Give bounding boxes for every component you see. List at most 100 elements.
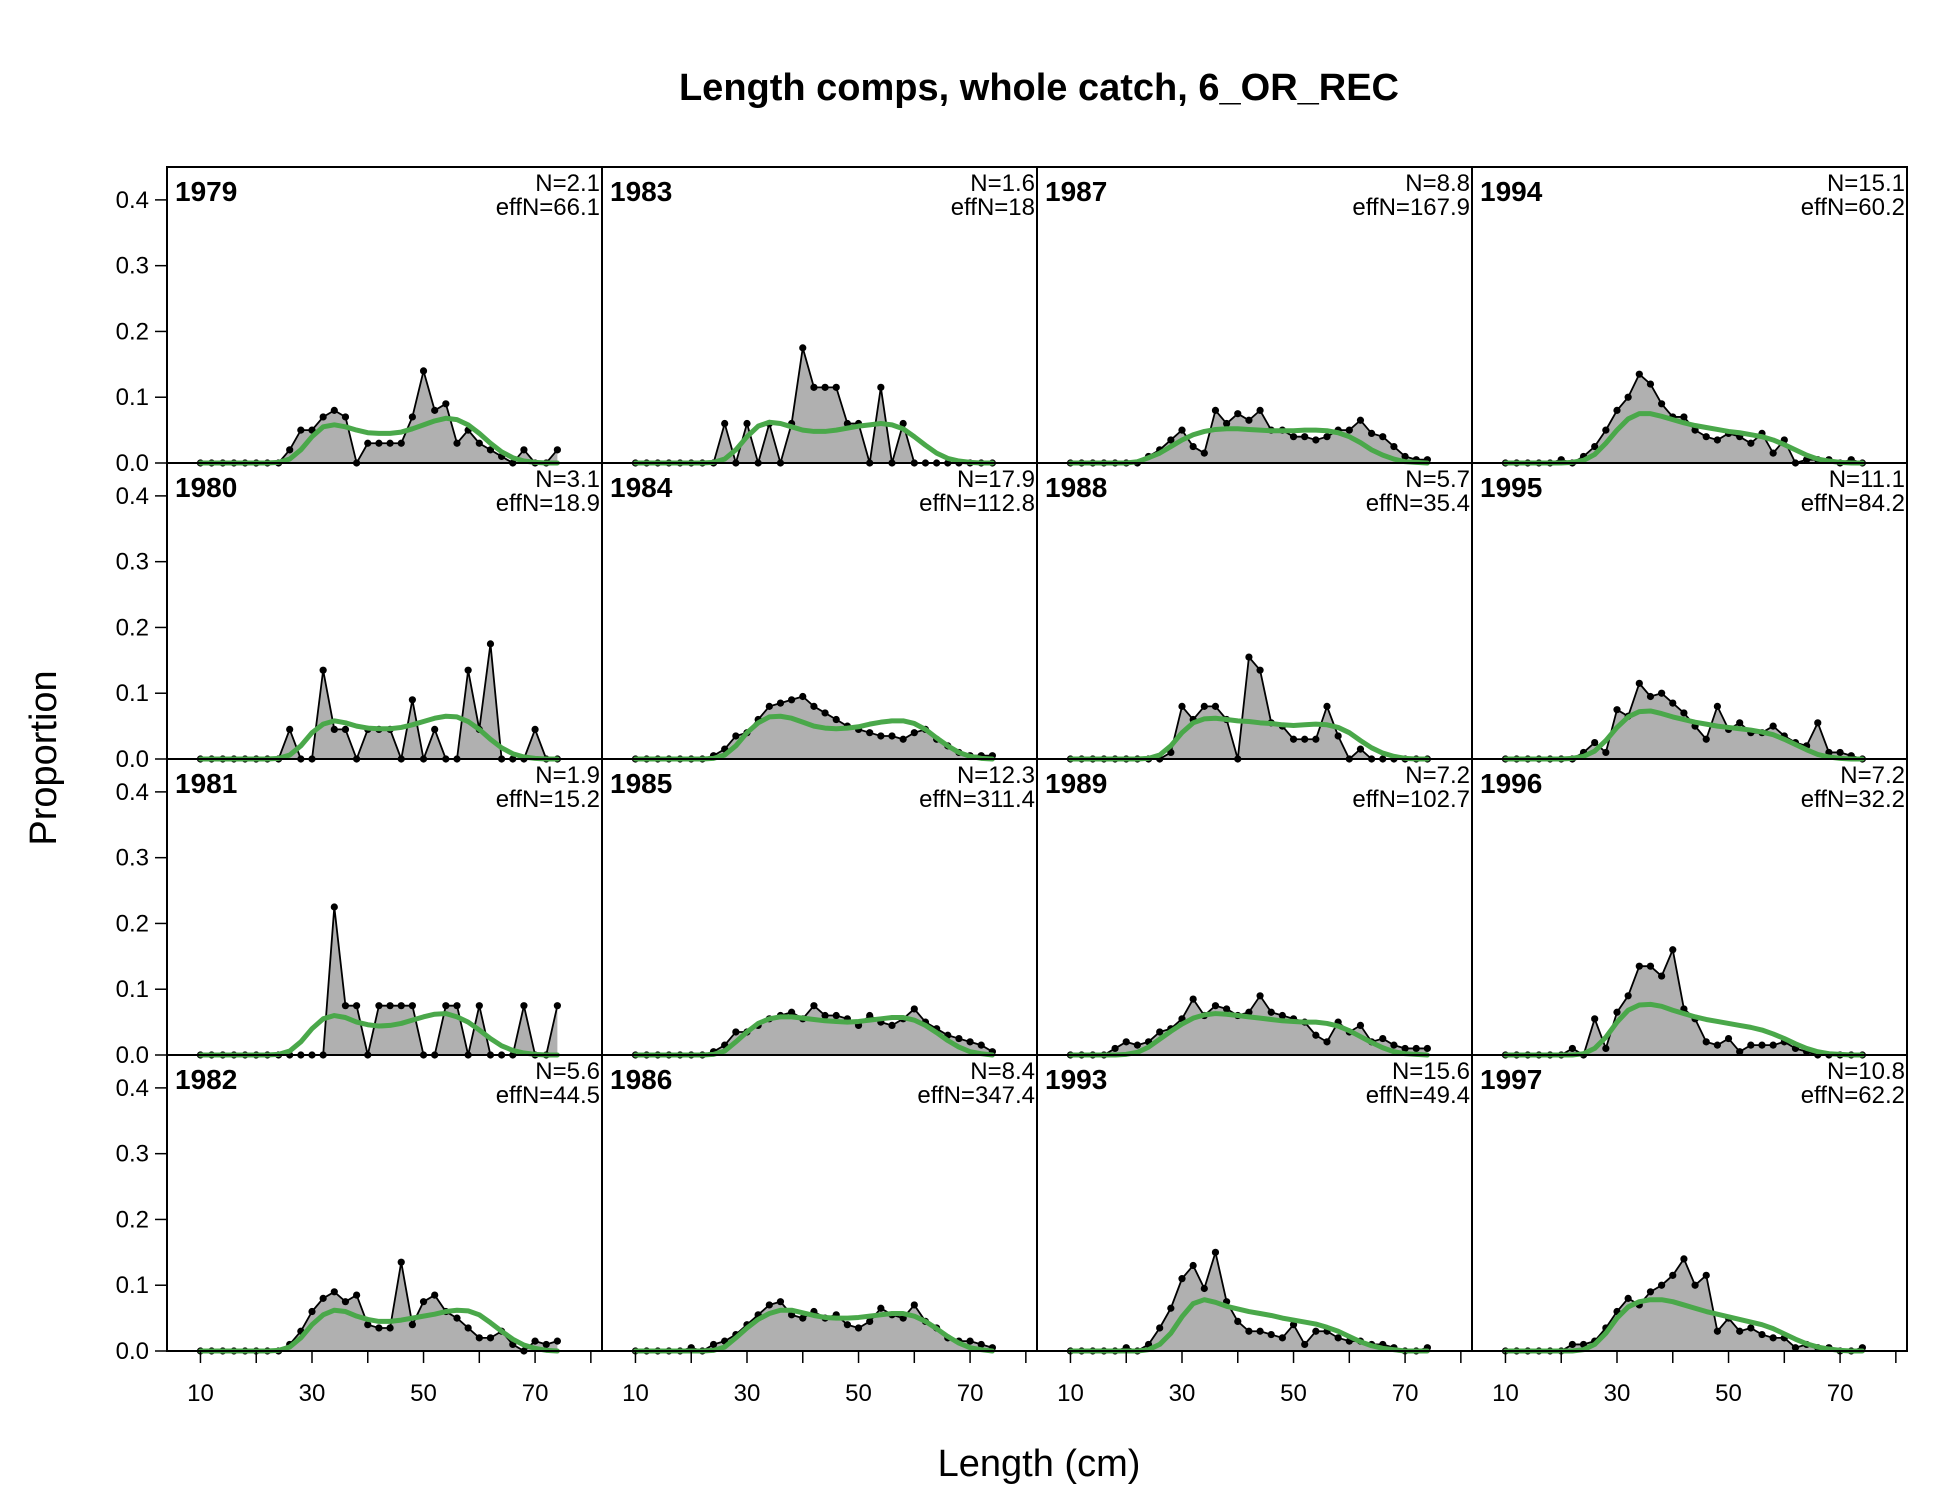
- panel-effn-label: effN=49.4: [1366, 1082, 1470, 1109]
- y-tick-label: 0.2: [116, 318, 149, 345]
- observed-point: [1724, 1034, 1733, 1043]
- observed-area: [200, 1262, 558, 1351]
- observed-point: [966, 1337, 974, 1345]
- observed-point: [1635, 370, 1643, 378]
- observed-point: [899, 419, 907, 428]
- observed-point: [341, 1002, 350, 1010]
- observed-point: [1613, 706, 1621, 714]
- observed-point: [464, 666, 472, 674]
- y-tick-label: 0.3: [116, 1141, 149, 1168]
- observed-point: [765, 702, 773, 710]
- observed-point: [877, 732, 885, 740]
- x-tick-label: 70: [522, 1380, 549, 1407]
- observed-area: [635, 1301, 993, 1351]
- observed-point: [1702, 1271, 1710, 1279]
- observed-point: [843, 1321, 851, 1329]
- observed-point: [1624, 393, 1632, 401]
- panel-n-label: N=15.6: [1392, 1058, 1470, 1085]
- observed-point: [1223, 419, 1231, 428]
- observed-point: [1568, 1340, 1576, 1349]
- observed-point: [1613, 1008, 1621, 1016]
- observed-point: [1646, 692, 1655, 701]
- observed-point: [1646, 962, 1655, 970]
- x-tick-label: 70: [957, 1380, 984, 1407]
- observed-point: [442, 400, 450, 408]
- observed-point: [1401, 452, 1409, 461]
- observed-point: [1791, 1344, 1800, 1352]
- observed-point: [910, 1005, 918, 1013]
- observed-point: [1769, 722, 1777, 730]
- observed-point: [1200, 1284, 1208, 1293]
- observed-point: [1167, 436, 1175, 444]
- panel-year-label: 1993: [1045, 1064, 1107, 1095]
- observed-point: [1178, 1275, 1186, 1283]
- observed-point: [475, 439, 483, 447]
- observed-point: [397, 439, 405, 447]
- observed-point: [1334, 732, 1342, 740]
- observed-point: [1658, 972, 1666, 980]
- panel-year-label: 1997: [1480, 1064, 1542, 1095]
- observed-point: [397, 1002, 405, 1010]
- panel-n-label: N=1.6: [970, 170, 1035, 197]
- x-tick-label: 10: [1057, 1380, 1084, 1407]
- observed-point: [1133, 1041, 1141, 1049]
- observed-point: [341, 1298, 350, 1306]
- observed-point: [1234, 410, 1242, 418]
- panel-effn-label: effN=66.1: [496, 194, 600, 221]
- observed-point: [1312, 436, 1320, 444]
- observed-point: [1591, 738, 1599, 747]
- observed-point: [866, 729, 874, 737]
- observed-point: [553, 1002, 561, 1010]
- observed-point: [1211, 1002, 1220, 1010]
- observed-point: [888, 732, 896, 740]
- observed-point: [1223, 1005, 1231, 1013]
- x-tick-label: 30: [299, 1380, 326, 1407]
- observed-point: [1613, 406, 1621, 414]
- y-tick-label: 0.0: [116, 450, 149, 477]
- observed-point: [877, 383, 885, 391]
- observed-point: [1602, 1044, 1610, 1053]
- panel-year-label: 1984: [610, 472, 673, 503]
- y-tick-label: 0.2: [116, 1206, 149, 1233]
- observed-point: [341, 725, 350, 734]
- panel-year-label: 1980: [175, 472, 237, 503]
- panel-n-label: N=8.8: [1405, 170, 1470, 197]
- panel-effn-label: effN=102.7: [1352, 786, 1470, 813]
- observed-point: [286, 446, 294, 454]
- panel-n-label: N=7.2: [1405, 762, 1470, 789]
- observed-point: [1211, 702, 1220, 710]
- observed-point: [1167, 1304, 1175, 1312]
- observed-point: [1624, 1294, 1632, 1302]
- y-tick-label: 0.1: [116, 680, 149, 707]
- panel-effn-label: effN=18.9: [496, 490, 600, 517]
- observed-point: [1680, 1255, 1688, 1263]
- observed-point: [364, 1321, 372, 1329]
- observed-point: [1178, 702, 1186, 710]
- observed-point: [888, 1021, 896, 1029]
- panel-effn-label: effN=347.4: [917, 1082, 1035, 1109]
- observed-point: [1658, 689, 1666, 697]
- observed-point: [1702, 1038, 1710, 1046]
- observed-point: [899, 735, 907, 743]
- observed-point: [297, 426, 305, 434]
- observed-point: [1747, 439, 1755, 447]
- observed-point: [397, 1258, 405, 1266]
- observed-point: [1122, 1038, 1130, 1046]
- observed-point: [1312, 1327, 1320, 1335]
- observed-point: [453, 1002, 461, 1010]
- observed-point: [743, 419, 751, 428]
- observed-point: [955, 1034, 963, 1043]
- observed-point: [442, 1002, 450, 1010]
- observed-point: [1602, 748, 1610, 757]
- observed-point: [821, 1011, 829, 1020]
- observed-point: [1736, 719, 1744, 727]
- panel-n-label: N=5.6: [535, 1058, 600, 1085]
- observed-point: [1189, 995, 1197, 1003]
- observed-area: [1070, 1252, 1428, 1351]
